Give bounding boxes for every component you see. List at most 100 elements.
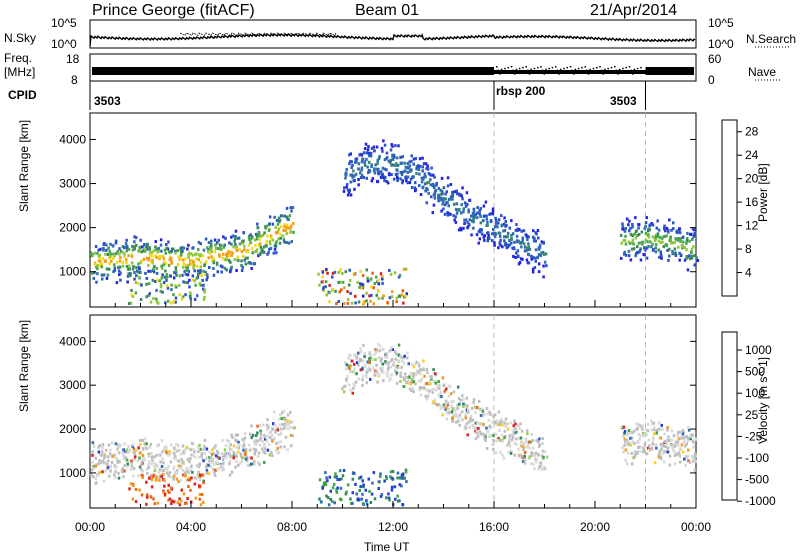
velocity-echo-cell bbox=[504, 424, 508, 428]
power-echo-cell bbox=[135, 274, 138, 278]
velocity-echo-cell bbox=[428, 389, 431, 393]
power-echo-cell bbox=[633, 232, 637, 236]
velocity-echo-cell bbox=[324, 483, 328, 486]
velocity-echo-cell bbox=[541, 449, 545, 453]
power-echo-cell bbox=[453, 190, 456, 194]
power-echo-cell bbox=[200, 273, 203, 277]
velocity-echo-cell bbox=[432, 400, 435, 404]
power-echo-cell bbox=[483, 214, 486, 218]
velocity-echo-cell bbox=[394, 373, 398, 377]
power-echo-cell bbox=[112, 256, 115, 260]
velocity-echo-cell bbox=[275, 448, 278, 452]
power-echo-cell bbox=[276, 230, 280, 234]
power-echo-cell bbox=[654, 250, 658, 254]
velocity-echo-cell bbox=[402, 385, 406, 388]
velocity-echo-cell bbox=[351, 491, 354, 495]
power-echo-cell bbox=[452, 202, 456, 206]
velocity-echo-cell bbox=[175, 442, 178, 446]
power-echo-cell bbox=[659, 250, 662, 254]
velocity-echo-cell bbox=[391, 477, 395, 481]
power-echo-cell bbox=[390, 173, 393, 176]
velocity-echo-cell bbox=[267, 425, 270, 429]
velocity-echo-cell bbox=[386, 355, 389, 359]
velocity-echo-cell bbox=[663, 432, 666, 436]
velocity-echo-cell bbox=[248, 443, 251, 447]
velocity-echo-cell bbox=[666, 428, 669, 432]
power-echo-cell bbox=[651, 248, 655, 252]
velocity-echo-cell bbox=[374, 358, 377, 362]
power-echo-cell bbox=[504, 220, 507, 224]
velocity-echo-cell bbox=[266, 418, 269, 422]
power-echo-cell bbox=[286, 223, 289, 227]
velocity-echo-cell bbox=[388, 378, 391, 382]
power-echo-cell bbox=[207, 256, 210, 260]
power-echo-cell bbox=[274, 241, 277, 245]
time-xtick-label: 00:00 bbox=[75, 520, 105, 534]
power-echo-cell bbox=[632, 242, 635, 246]
nave-dot bbox=[607, 67, 609, 70]
power-echo-cell bbox=[344, 176, 347, 180]
power-echo-cell bbox=[189, 262, 192, 266]
velocity-echo-cell bbox=[375, 348, 378, 351]
nave-dot bbox=[633, 68, 636, 71]
velocity-echo-cell bbox=[362, 485, 365, 489]
velocity-echo-cell bbox=[659, 455, 663, 459]
power-echo-cell bbox=[349, 173, 352, 177]
power-echo-cell bbox=[498, 241, 501, 245]
power-echo-cell bbox=[672, 221, 675, 225]
velocity-echo-cell bbox=[541, 442, 544, 445]
velocity-echo-cell bbox=[424, 394, 427, 398]
power-echo-cell bbox=[458, 208, 461, 211]
velocity-echo-cell bbox=[125, 449, 128, 453]
power-echo-cell bbox=[229, 267, 233, 271]
velocity-echo-cell bbox=[336, 478, 339, 481]
power-echo-cell bbox=[269, 236, 273, 240]
velocity-echo-cell bbox=[655, 446, 658, 450]
velocity-echo-cell bbox=[158, 478, 161, 482]
velocity-echo-cell bbox=[229, 443, 232, 447]
power-echo-cell bbox=[161, 273, 164, 277]
power-echo-cell bbox=[170, 257, 173, 260]
velocity-echo-cell bbox=[239, 452, 242, 456]
velocity-echo-cell bbox=[182, 460, 185, 464]
velocity-echo-cell bbox=[351, 501, 354, 505]
velocity-echo-cell bbox=[129, 482, 133, 486]
power-echo-cell bbox=[221, 265, 224, 269]
power-echo-cell bbox=[246, 250, 250, 254]
velocity-echo-cell bbox=[401, 475, 405, 479]
velocity-echo-cell bbox=[693, 456, 697, 460]
velocity-echo-cell bbox=[641, 434, 645, 438]
velocity-echo-cell bbox=[324, 481, 327, 484]
power-echo-cell bbox=[541, 251, 545, 254]
power-echo-cell bbox=[362, 300, 365, 304]
velocity-echo-cell bbox=[212, 452, 216, 456]
power-echo-cell bbox=[670, 228, 673, 232]
velocity-echo-cell bbox=[659, 436, 663, 440]
velocity-echo-cell bbox=[117, 476, 121, 480]
power-echo-cell bbox=[634, 252, 638, 256]
velocity-echo-cell bbox=[694, 459, 697, 463]
velocity-echo-cell bbox=[134, 488, 138, 491]
power-echo-cell bbox=[178, 283, 181, 287]
power-echo-cell bbox=[98, 257, 101, 261]
velocity-echo-cell bbox=[657, 427, 661, 431]
velocity-echo-cell bbox=[188, 478, 192, 482]
velocity-echo-cell bbox=[148, 446, 152, 449]
velocity-echo-cell bbox=[521, 459, 525, 463]
power-echo-cell bbox=[93, 251, 96, 255]
power-echo-cell bbox=[372, 169, 376, 173]
velocity-echo-cell bbox=[166, 467, 169, 471]
power-echo-cell bbox=[181, 246, 184, 250]
velocity-echo-cell bbox=[520, 440, 523, 444]
power-echo-cell bbox=[527, 235, 530, 239]
velocity-echo-cell bbox=[182, 462, 185, 466]
power-echo-cell bbox=[243, 248, 246, 252]
velocity-echo-cell bbox=[145, 467, 149, 471]
velocity-echo-cell bbox=[329, 498, 332, 501]
power-echo-cell bbox=[131, 244, 134, 248]
velocity-echo-cell bbox=[165, 471, 169, 475]
velocity-echo-cell bbox=[168, 450, 171, 453]
power-echo-cell bbox=[404, 294, 407, 298]
velocity-echo-cell bbox=[349, 370, 353, 374]
velocity-echo-cell bbox=[282, 409, 286, 413]
